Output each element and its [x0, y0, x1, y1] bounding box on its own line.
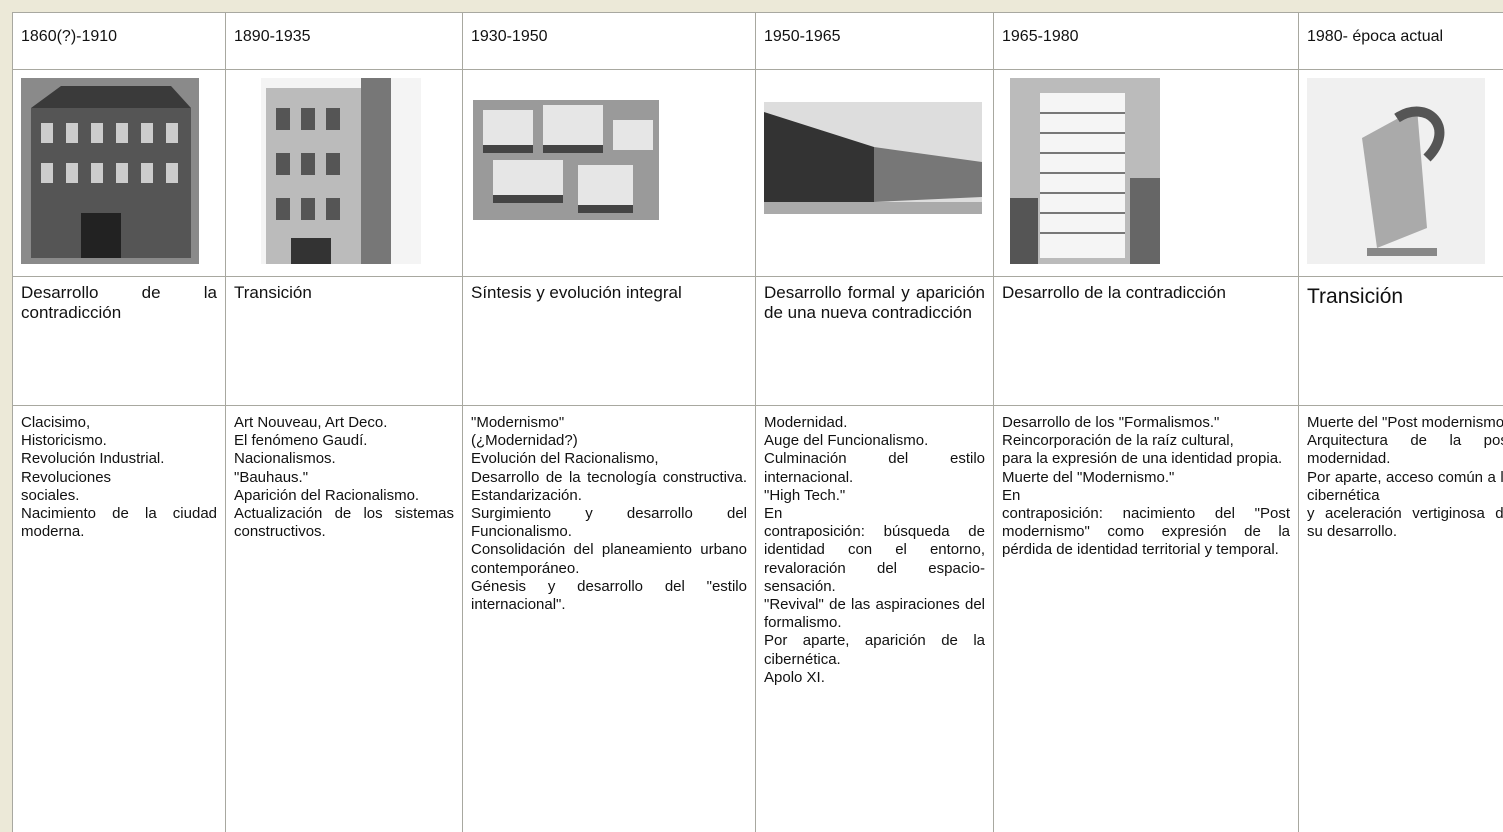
building-photo [1010, 78, 1160, 264]
description-line: Consolidación del planeamiento urbano co… [471, 541, 747, 577]
description-line: sociales. [21, 486, 80, 504]
description-line: "High Tech." [764, 486, 846, 504]
image-cell [1298, 69, 1503, 277]
description-line: Aparición del Racionalismo. [234, 486, 420, 504]
period-cell: 1965-1980 [993, 12, 1299, 70]
description-line: Muerte del "Modernismo." [1002, 468, 1175, 486]
building-photo [764, 102, 982, 214]
description-cell: Muerte del "Post modernismo" Arquitectura… [1298, 405, 1503, 832]
description-line: Apolo XI. [764, 668, 825, 686]
description-line: Auge del Funcionalismo. [764, 432, 929, 450]
period-cell: 1860(?)-1910 [12, 12, 226, 70]
title-cell: Desarrollo formal y aparición de una nue… [755, 276, 994, 406]
image-cell [755, 69, 994, 277]
description-line: contraposición: nacimiento del "Post mod… [1002, 505, 1290, 559]
description-line: Revoluciones [21, 468, 112, 486]
description-line: Actualización de los sistemas constructi… [234, 505, 454, 541]
building-photo [21, 78, 199, 264]
description-cell: Art Nouveau, Art Deco. El fenómeno Gaudí.… [225, 405, 463, 832]
description-line: Arquitectura de la post modernidad. [1307, 432, 1503, 468]
building-photo [261, 78, 421, 264]
title-cell: Transición [225, 276, 463, 406]
period-cell: 1930-1950 [462, 12, 756, 70]
description-line: Modernidad. [764, 414, 848, 431]
description-line: "Revival" de las aspiraciones del formal… [764, 596, 985, 632]
image-cell [12, 69, 226, 277]
description-cell: Desarrollo de los "Formalismos." Reincorp… [993, 405, 1299, 832]
image-cell [462, 69, 756, 277]
image-cell [225, 69, 463, 277]
title-cell: Transición [1298, 276, 1503, 406]
description-line: Clacisimo, [21, 414, 91, 431]
description-line: "Modernismo" [471, 414, 565, 431]
title-row: Desarrollo de la contradicción Transición… [12, 276, 1503, 406]
description-line: (¿Modernidad?) [471, 432, 578, 450]
title-cell: Desarrollo de la contradicción [12, 276, 226, 406]
title-cell: Síntesis y evolución integral [462, 276, 756, 406]
description-line: Nacimiento de la ciudad moderna. [21, 505, 217, 541]
period-cell: 1980- época actual [1298, 12, 1503, 70]
description-cell: Clacisimo, Historicismo. Revolución Indust… [12, 405, 226, 832]
description-line: Muerte del "Post modernismo" [1307, 414, 1503, 431]
description-line: Art Nouveau, Art Deco. [234, 414, 388, 431]
table-wrapper: 1860(?)-1910 1890-1935 1930-1950 1950-1965 1… [12, 12, 1503, 832]
building-photo [473, 100, 659, 220]
description-line: Nacionalismos. [234, 450, 336, 468]
image-row [12, 69, 1503, 277]
description-line: Génesis y desarrollo del "estilo interna… [471, 577, 747, 614]
description-line: Por aparte, acceso común a la cibernétic… [1307, 468, 1503, 504]
description-line: contraposición: búsqueda de identidad co… [764, 523, 985, 595]
description-line: Desarrollo de los "Formalismos." [1002, 414, 1220, 431]
description-line: En [764, 505, 783, 523]
description-line: Culminación del estilo internacional. [764, 450, 985, 486]
description-line: El fenómeno Gaudí. [234, 432, 368, 450]
image-cell [993, 69, 1299, 277]
description-line: Desarrollo de la tecnología constructiva… [471, 468, 747, 504]
period-row: 1860(?)-1910 1890-1935 1930-1950 1950-1965 1… [12, 12, 1503, 70]
description-line: para la expresión de una identidad propi… [1002, 450, 1283, 468]
description-cell: Modernidad. Auge del Funcionalismo. Culmin… [755, 405, 994, 832]
description-line: Por aparte, aparición de la cibernética. [764, 632, 985, 668]
description-line: Surgimiento y desarrollo del Funcionalis… [471, 505, 747, 541]
timeline-table: 1860(?)-1910 1890-1935 1930-1950 1950-1965 1… [12, 12, 1503, 832]
description-row: Clacisimo, Historicismo. Revolución Indust… [12, 405, 1503, 832]
period-cell: 1950-1965 [755, 12, 994, 70]
description-line: Revolución Industrial. [21, 450, 165, 468]
description-cell: "Modernismo" (¿Modernidad?) Evolución del … [462, 405, 756, 832]
description-line: y aceleración vertiginosa de su desarrol… [1307, 505, 1503, 541]
description-line: "Bauhaus." [234, 468, 309, 486]
period-cell: 1890-1935 [225, 12, 463, 70]
building-photo [1307, 78, 1485, 264]
description-line: Evolución del Racionalismo, [471, 450, 659, 468]
description-line: Reincorporación de la raíz cultural, [1002, 432, 1234, 450]
description-line: Historicismo. [21, 432, 107, 450]
title-cell: Desarrollo de la contradicción [993, 276, 1299, 406]
description-line: En [1002, 486, 1021, 504]
